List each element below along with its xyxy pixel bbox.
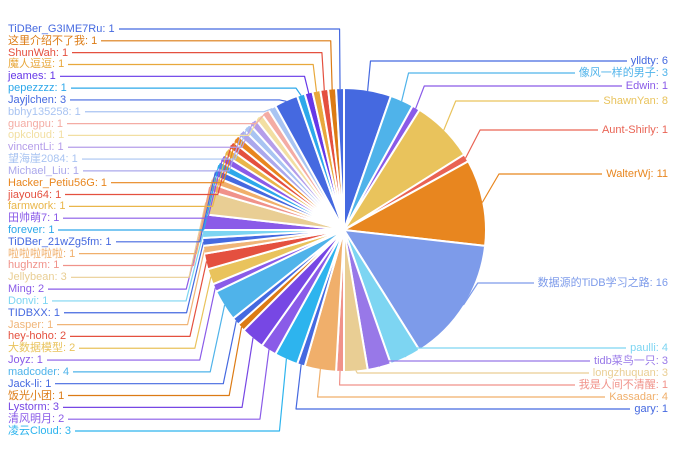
pie-label-清风明月: 清风明月: 2	[8, 413, 65, 426]
leader-line-TiDBer_G3IME7Ru	[119, 28, 341, 90]
leader-line-WalterWj	[481, 173, 602, 203]
leader-line-大数据模型	[79, 276, 212, 349]
leader-line-Aunt-Shirly	[464, 129, 598, 159]
pie-label-我是人间不清醒: 我是人间不清醒: 1	[578, 379, 668, 391]
leader-line-啦啦啦啦啦	[79, 179, 213, 255]
leader-line-madcoder	[73, 304, 226, 373]
pie-label-jiayou64: jiayou64: 1	[8, 188, 62, 201]
leader-line-Hacker_Petiu56G	[111, 138, 237, 184]
pie-label-jeames: jeames: 1	[8, 70, 56, 83]
pie-label-TiDBer_21wZg5fm: TiDBer_21wZg5fm: 1	[8, 235, 112, 248]
leader-line-forever	[58, 165, 220, 231]
pie-label-ylldty: ylldty: 6	[630, 55, 668, 67]
leader-line-TIDBXX	[64, 241, 205, 314]
leader-line-ylldty	[367, 60, 627, 92]
leader-line-vincentLi	[68, 122, 254, 148]
pie-label-hey-hoho: hey-hoho: 2	[8, 330, 67, 343]
leader-line-gary	[295, 364, 630, 410]
leader-line-凌云Cloud	[75, 358, 288, 432]
leader-line-Jellybean	[71, 202, 207, 278]
leader-line-ShawnYan	[443, 100, 599, 131]
pie-label-tidb菜鸟一只: tidb菜鸟一只: 3	[594, 355, 668, 367]
pie-label-Aunt-Shirly: Aunt-Shirly: 1	[601, 124, 668, 136]
leader-line-数据源的TiDB学习之路	[462, 282, 534, 306]
pie-label-魔人逗逗: 魔人逗逗: 1	[8, 58, 65, 71]
leader-line-这里介绍不了我	[101, 40, 333, 90]
leader-line-饭光小团	[68, 326, 243, 397]
pie-label-望海崖2084: 望海崖2084: 1	[8, 153, 78, 166]
pie-label-像风一样的男子: 像风一样的男子: 3	[578, 67, 668, 79]
pie-label-madcoder: madcoder: 4	[8, 365, 70, 378]
leader-line-Kassadar	[316, 368, 605, 398]
leader-line-tidb菜鸟一只	[378, 360, 590, 367]
pie-label-Lystorm: Lystorm: 3	[8, 401, 59, 414]
leader-line-Donvi	[52, 233, 204, 302]
pie-label-Jellybean: Jellybean: 3	[8, 271, 67, 284]
leader-line-ShunWah	[72, 52, 325, 91]
leader-line-田帅萌7	[63, 158, 224, 219]
pie-label-bbhy135258: bbhy135258: 1	[8, 105, 81, 118]
leader-line-Edwin	[415, 85, 622, 109]
leader-line-farmwork	[69, 151, 228, 207]
leader-line-jiayou64	[65, 145, 232, 196]
leader-line-TiDBer_21wZg5fm	[116, 172, 216, 243]
leader-line-清风明月	[68, 349, 270, 420]
pie-label-TIDBXX: TIDBXX: 1	[8, 306, 60, 319]
leader-line-Jayjlchen	[70, 99, 287, 102]
pie-label-Kassadar: Kassadar: 4	[609, 391, 668, 403]
pie-label-Jasper: Jasper: 1	[8, 318, 54, 331]
leader-line-longzhuquan	[355, 370, 589, 374]
leader-line-guangpu	[67, 112, 267, 125]
pie-label-这里介绍不了我: 这里介绍不了我: 1	[8, 34, 98, 47]
leader-line-paulli	[404, 347, 626, 358]
pie-label-Jayjlchen: Jayjlchen: 3	[8, 93, 67, 106]
leader-line-望海崖2084	[82, 127, 248, 160]
leader-line-Jasper	[57, 249, 205, 326]
leader-line-bbhy135258	[85, 107, 273, 113]
pie-slice-WalterWj[interactable]	[343, 160, 487, 247]
pie-slice-数据源的TiDB学习之路[interactable]	[343, 229, 487, 352]
leader-line-Jack-li	[55, 320, 237, 385]
pie-label-paulli: paulli: 4	[630, 342, 668, 354]
leader-line-hey-hoho	[70, 261, 208, 338]
pie-label-hughzm: hughzm: 1	[8, 259, 60, 272]
pie-label-Hacker_Petiu56G: Hacker_Petiu56G: 1	[8, 176, 108, 189]
pie-label-WalterWj: WalterWj: 11	[606, 168, 668, 180]
leader-line-hughzm	[63, 187, 211, 267]
leader-line-Joyz	[47, 287, 216, 361]
pie-label-vincentLi: vincentLi: 1	[8, 141, 64, 154]
pie-label-Ming: Ming: 2	[8, 283, 45, 296]
pie-label-pepezzzz: pepezzzz: 1	[8, 82, 67, 95]
pie-label-TiDBer_G3IME7Ru: TiDBer_G3IME7Ru: 1	[8, 23, 115, 35]
leader-line-Lystorm	[63, 337, 254, 408]
pie-label-数据源的TiDB学习之路: 数据源的TiDB学习之路: 16	[537, 277, 668, 289]
pie-label-ShunWah: ShunWah: 1	[8, 46, 69, 59]
pie-label-Donvi: Donvi: 1	[8, 294, 49, 307]
leader-line-pepezzzz	[71, 87, 302, 96]
pie-label-opkcloud: opkcloud: 1	[8, 129, 65, 142]
pie-label-guangpu: guangpu: 1	[8, 117, 64, 130]
leader-line-魔人逗逗	[68, 63, 318, 92]
pie-label-Joyz: Joyz: 1	[8, 354, 43, 367]
pie-label-longzhuquan: longzhuquan: 3	[592, 367, 668, 379]
pie-label-田帅萌7: 田帅萌7: 1	[8, 212, 60, 225]
leader-line-我是人间不清醒	[338, 370, 575, 386]
pie-label-Edwin: Edwin: 1	[625, 80, 668, 92]
leader-line-像风一样的男子	[401, 72, 575, 102]
pie-label-Michael_Liu: Michael_Liu: 1	[8, 164, 79, 177]
pie-label-gary: gary: 1	[634, 403, 668, 415]
pie-label-forever: forever: 1	[8, 223, 55, 236]
leader-line-jeames	[60, 75, 310, 94]
leader-line-opkcloud	[68, 117, 260, 137]
pie-label-farmwork: farmwork: 1	[8, 200, 66, 213]
leader-line-Michael_Liu	[83, 132, 243, 172]
pie-label-饭光小团: 饭光小团: 1	[8, 389, 65, 402]
pie-label-凌云Cloud: 凌云Cloud: 3	[8, 424, 71, 437]
pie-label-Jack-li: Jack-li: 1	[8, 377, 52, 390]
pie-label-大数据模型: 大数据模型: 2	[8, 342, 76, 355]
pie-label-ShawnYan: ShawnYan: 8	[603, 95, 668, 107]
pie-label-啦啦啦啦啦: 啦啦啦啦啦: 1	[8, 247, 76, 260]
